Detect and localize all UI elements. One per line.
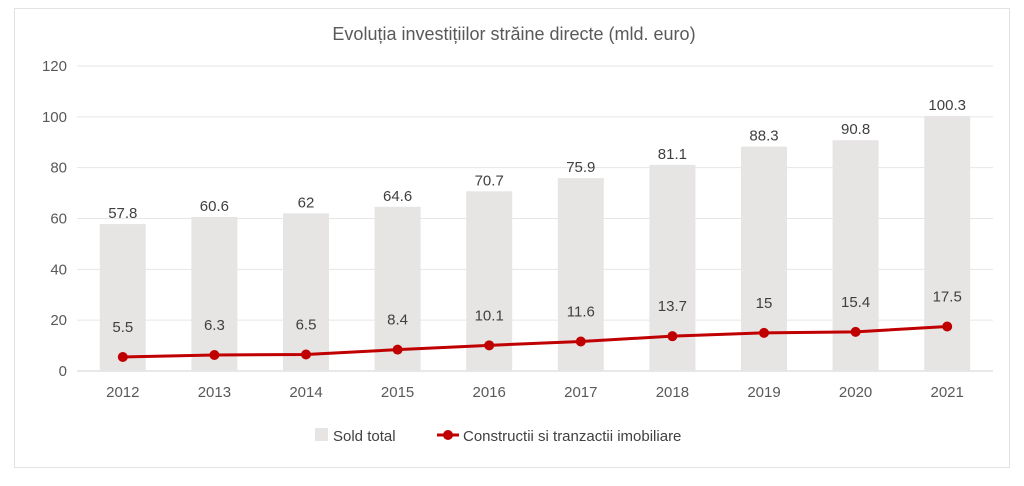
bar-data-label: 70.7: [475, 172, 504, 189]
bar: [283, 213, 329, 371]
line-point: [942, 321, 953, 332]
line-data-label: 15.4: [841, 294, 870, 311]
y-tick-label: 60: [50, 211, 67, 228]
bar-data-label: 57.8: [108, 205, 137, 222]
x-tick-label: 2021: [931, 384, 964, 401]
bar: [374, 206, 421, 371]
bar: [924, 116, 971, 371]
bar-data-label: 81.1: [658, 146, 687, 163]
y-tick-label: 120: [42, 58, 67, 75]
bar: [99, 224, 146, 371]
bar-data-label: 90.8: [841, 121, 870, 138]
legend-label-sold-total: Sold total: [333, 428, 396, 445]
line-data-label: 6.5: [296, 316, 317, 333]
legend-label-constructii: Constructii si tranzactii imobiliare: [463, 428, 681, 445]
line-data-label: 8.4: [387, 312, 408, 329]
line-data-label: 15: [756, 295, 773, 312]
line-point: [850, 326, 861, 337]
bar-data-labels: 57.8 60.6 62 64.6 70.7 75.9 81.1 88.3 90.8 100.3: [108, 97, 966, 222]
y-axis: 0 20 40 60 80 100 120: [42, 58, 67, 380]
line-point: [301, 349, 311, 360]
y-tick-label: 0: [59, 363, 67, 380]
x-tick-label: 2018: [656, 384, 689, 401]
x-tick-label: 2020: [839, 384, 872, 401]
bar-data-label: 100.3: [928, 97, 966, 114]
y-tick-label: 100: [42, 109, 67, 126]
line-data-label: 17.5: [933, 289, 962, 306]
bar-series: [99, 116, 971, 371]
legend-swatch-marker: [443, 430, 453, 440]
line-data-label: 5.5: [112, 319, 133, 336]
y-tick-label: 80: [50, 160, 67, 177]
line-point: [209, 349, 220, 360]
line-point: [667, 331, 678, 342]
line-point: [392, 344, 403, 355]
x-axis: 2012 2013 2014 2015 2016 2017 2018 2019 2020 2021: [106, 384, 964, 401]
x-tick-label: 2016: [473, 384, 506, 401]
line-data-label: 10.1: [475, 307, 504, 324]
y-tick-label: 20: [50, 312, 67, 329]
chart-title: Evoluția investițiilor străine directe (…: [332, 24, 695, 44]
line-point: [575, 336, 586, 347]
line-point: [759, 327, 769, 338]
line-point: [117, 352, 128, 363]
bar-data-label: 75.9: [566, 159, 595, 176]
line-data-labels: 5.5 6.3 6.5 8.4 10.1 11.6 13.7 15 15.4 17.5: [112, 289, 961, 337]
x-tick-label: 2019: [747, 384, 780, 401]
x-tick-label: 2013: [198, 384, 231, 401]
bar: [191, 216, 238, 371]
x-tick-label: 2014: [289, 384, 322, 401]
series-line: [122, 325, 948, 359]
bar-data-label: 64.6: [383, 188, 412, 205]
bar-data-label: 60.6: [200, 198, 229, 215]
x-tick-label: 2015: [381, 384, 414, 401]
legend: Sold total Constructii si tranzactii imo…: [315, 428, 681, 445]
x-tick-label: 2012: [106, 384, 139, 401]
line-data-label: 11.6: [567, 304, 595, 321]
x-tick-label: 2017: [564, 384, 597, 401]
line-data-label: 13.7: [658, 298, 687, 315]
y-tick-label: 40: [50, 261, 67, 278]
legend-swatch-sold-total: [315, 428, 328, 441]
bar-data-label: 62: [298, 194, 315, 211]
line-data-label: 6.3: [204, 317, 225, 334]
line-point: [484, 340, 495, 351]
bar-data-label: 88.3: [749, 128, 778, 145]
line-series: [117, 321, 953, 363]
